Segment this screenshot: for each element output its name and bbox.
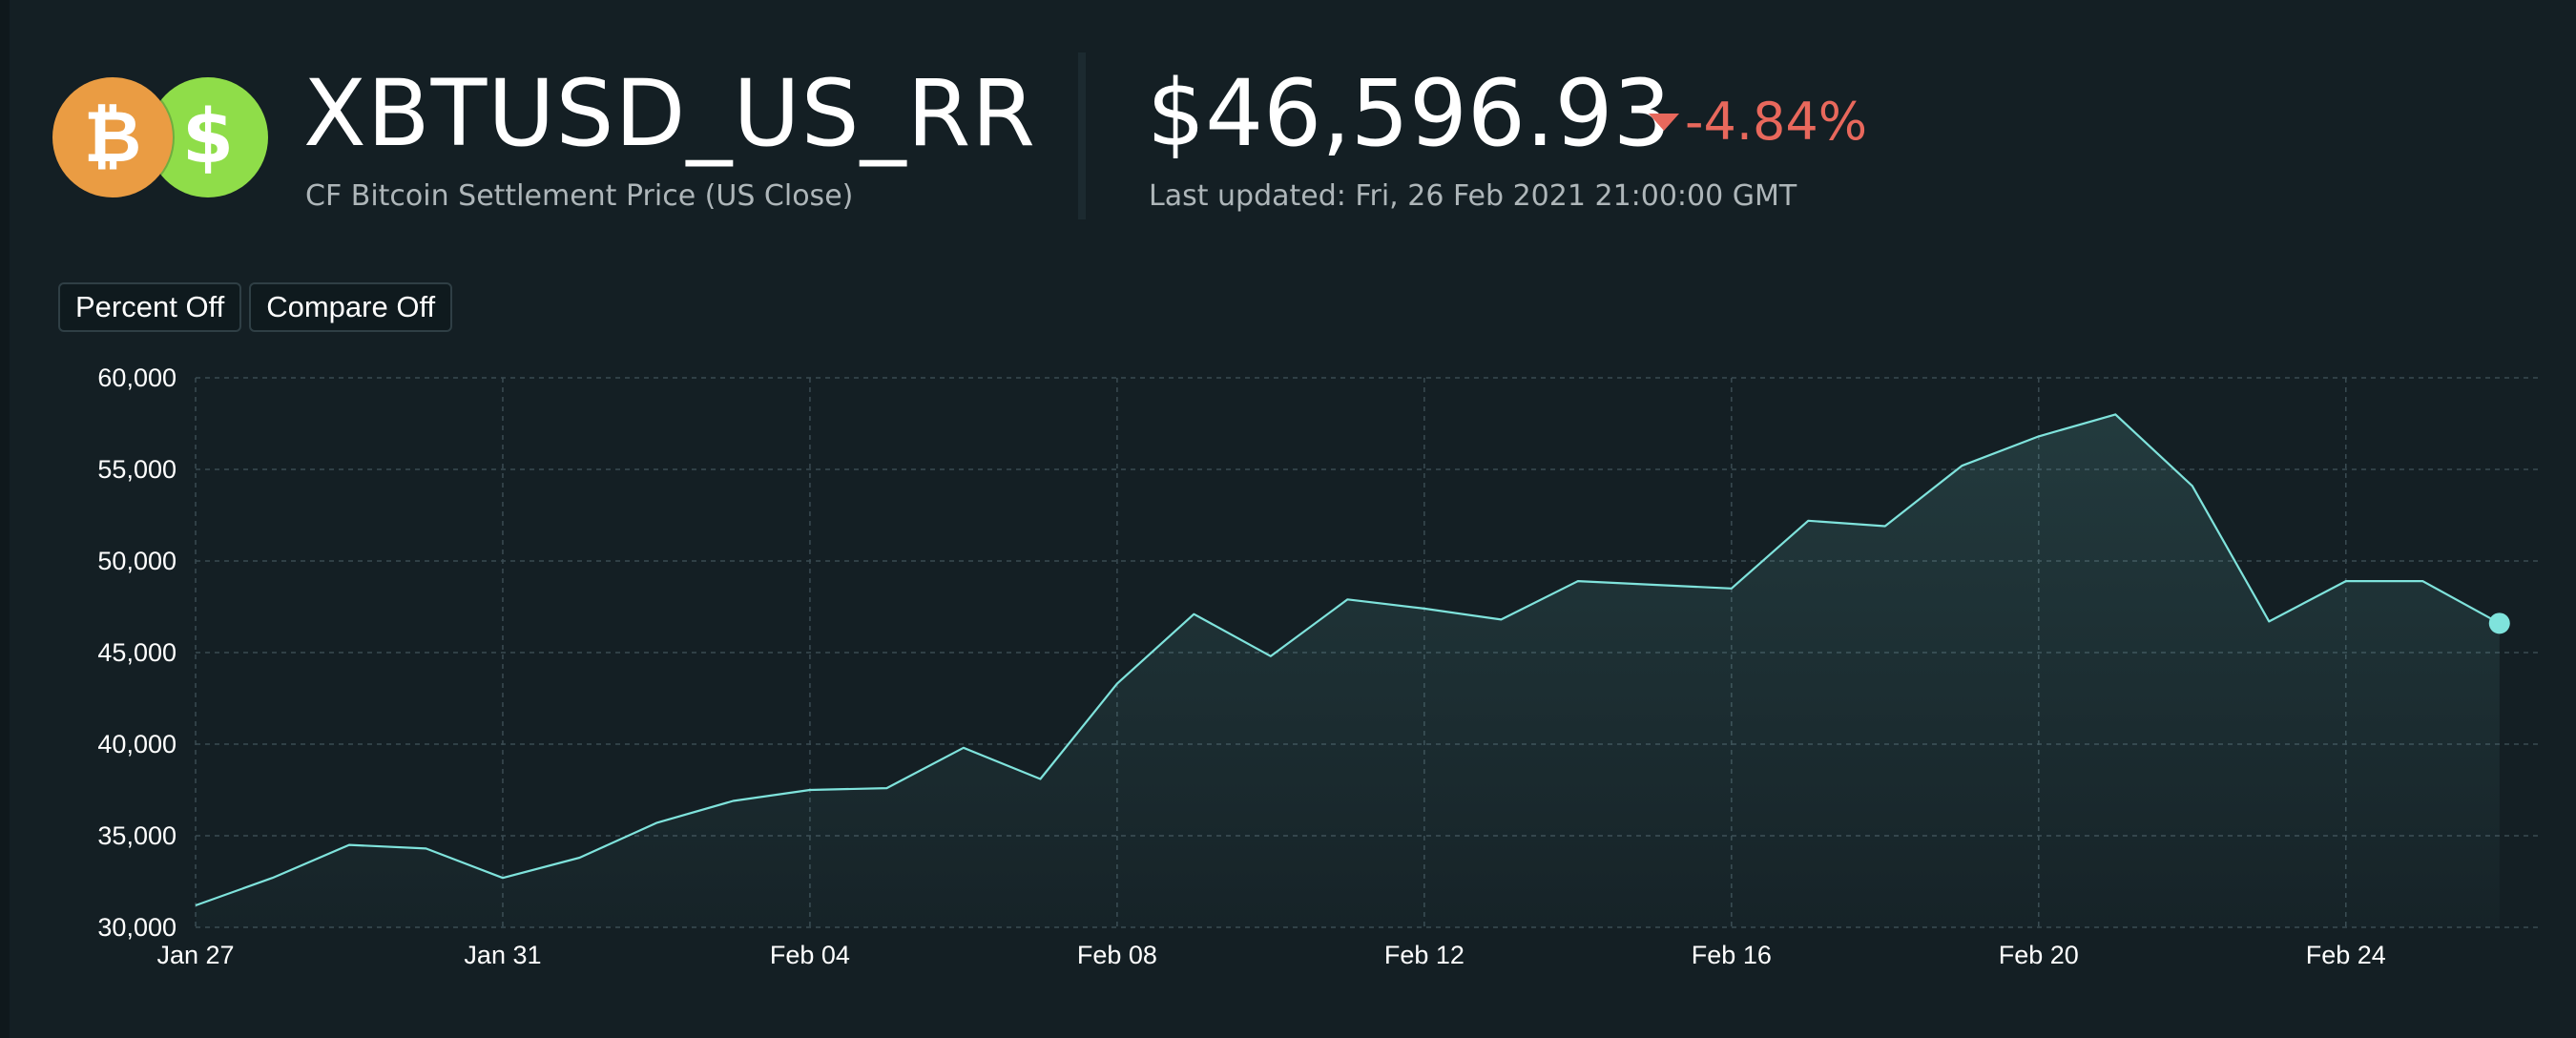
- data-point: [1423, 607, 1425, 610]
- x-tick-label: Feb 04: [770, 941, 850, 969]
- x-tick-label: Feb 24: [2306, 941, 2386, 969]
- data-point: [1269, 654, 1272, 657]
- data-point: [1883, 525, 1886, 528]
- y-tick-label: 55,000: [97, 455, 177, 484]
- compare-toggle-button[interactable]: Compare Off: [249, 282, 453, 332]
- y-tick-label: 60,000: [97, 363, 177, 392]
- series-area: [196, 414, 2500, 927]
- x-tick-label: Jan 31: [464, 941, 541, 969]
- data-point: [808, 789, 811, 792]
- data-point: [1807, 519, 1810, 522]
- data-point: [425, 847, 427, 850]
- x-tick-label: Feb 20: [1999, 941, 2079, 969]
- window-edge: [0, 0, 10, 1038]
- x-axis: Jan 27 Jan 31 Feb 04 Feb 08 Feb 12 Feb 16 Feb …: [156, 941, 2385, 969]
- current-price: $46,596.93: [1147, 60, 1672, 167]
- data-point: [578, 857, 581, 860]
- y-tick-label: 35,000: [97, 821, 177, 850]
- data-point: [1961, 465, 1963, 467]
- x-tick-label: Jan 27: [156, 941, 234, 969]
- x-tick-label: Feb 12: [1384, 941, 1465, 969]
- data-point: [1730, 587, 1733, 590]
- y-tick-label: 30,000: [97, 913, 177, 942]
- index-description: CF Bitcoin Settlement Price (US Close): [305, 179, 854, 213]
- header-divider: [1078, 52, 1086, 219]
- last-updated: Last updated: Fri, 26 Feb 2021 21:00:00 …: [1149, 179, 1797, 213]
- bitcoin-glyph: ₿: [83, 96, 142, 178]
- y-tick-label: 40,000: [97, 730, 177, 758]
- data-point: [1039, 778, 1042, 780]
- data-point: [1193, 612, 1195, 615]
- x-tick-label: Feb 16: [1692, 941, 1772, 969]
- data-point: [2037, 435, 2040, 438]
- chart-toolbar: Percent Off Compare Off: [58, 282, 453, 332]
- data-point: [271, 877, 274, 880]
- data-point: [1500, 618, 1503, 621]
- x-tick-label: Feb 08: [1077, 941, 1157, 969]
- data-point: [195, 903, 197, 906]
- latest-point-marker: [2488, 612, 2510, 634]
- data-point: [1576, 580, 1579, 583]
- series-line: [195, 413, 2501, 907]
- y-tick-label: 45,000: [97, 638, 177, 667]
- y-axis: 30,000 35,000 40,000 45,000 50,000 55,000 60,0…: [97, 363, 177, 942]
- data-point: [1653, 583, 1656, 586]
- price-change: -4.84%: [1649, 93, 1867, 151]
- data-point: [2191, 485, 2193, 488]
- y-tick-label: 50,000: [97, 547, 177, 575]
- data-point: [2114, 413, 2117, 416]
- data-point: [501, 877, 504, 880]
- data-point: [347, 843, 350, 846]
- data-point: [2268, 620, 2271, 623]
- data-point: [962, 746, 965, 749]
- data-point: [1115, 682, 1118, 685]
- dollar-glyph: $: [181, 94, 235, 180]
- price-change-value: -4.84%: [1685, 92, 1868, 152]
- data-point: [732, 799, 735, 802]
- price-chart[interactable]: 30,000 35,000 40,000 45,000 50,000 55,000 60,0…: [0, 343, 2576, 1002]
- data-point: [2344, 580, 2347, 583]
- percent-toggle-button[interactable]: Percent Off: [58, 282, 242, 332]
- data-point: [2421, 580, 2424, 583]
- ticker-title: XBTUSD_US_RR: [303, 60, 1036, 167]
- data-point: [885, 787, 888, 790]
- price-series: [195, 413, 2510, 927]
- data-point: [1346, 598, 1349, 601]
- down-arrow-icon: [1649, 114, 1679, 131]
- data-point: [654, 821, 657, 824]
- bitcoin-icon: ₿: [52, 77, 173, 197]
